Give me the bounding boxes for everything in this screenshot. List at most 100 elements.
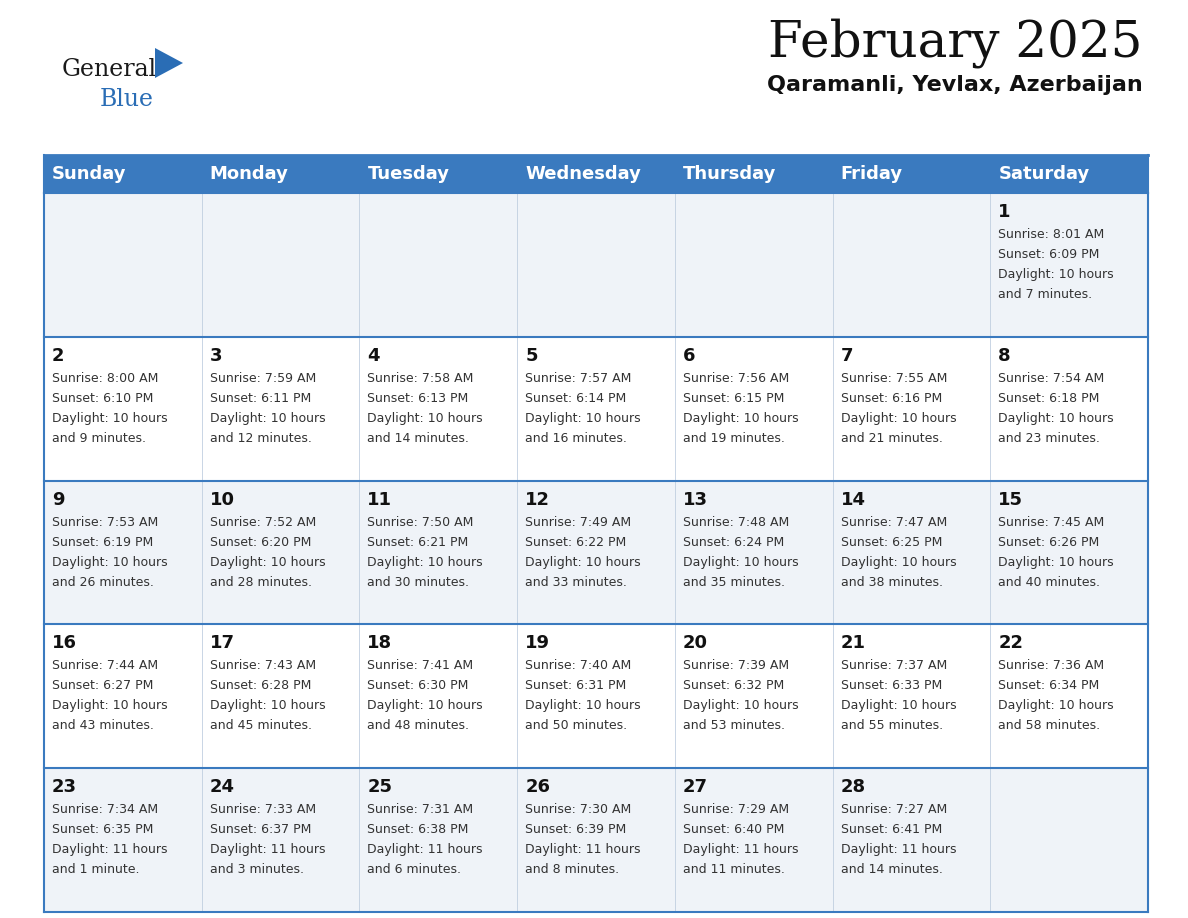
Text: Daylight: 10 hours: Daylight: 10 hours [367, 555, 484, 568]
Text: Daylight: 10 hours: Daylight: 10 hours [998, 555, 1114, 568]
Text: Sunrise: 7:27 AM: Sunrise: 7:27 AM [841, 803, 947, 816]
Text: Sunrise: 7:59 AM: Sunrise: 7:59 AM [210, 372, 316, 385]
Bar [44, 624, 1148, 768]
Text: Sunday: Sunday [52, 165, 126, 183]
Text: Sunset: 6:38 PM: Sunset: 6:38 PM [367, 823, 469, 836]
Text: and 53 minutes.: and 53 minutes. [683, 720, 785, 733]
Text: 27: 27 [683, 778, 708, 796]
Text: and 28 minutes.: and 28 minutes. [210, 576, 311, 588]
Text: Daylight: 10 hours: Daylight: 10 hours [841, 555, 956, 568]
Text: Sunrise: 7:54 AM: Sunrise: 7:54 AM [998, 372, 1105, 385]
Text: Sunset: 6:20 PM: Sunset: 6:20 PM [210, 535, 311, 549]
Text: and 48 minutes.: and 48 minutes. [367, 720, 469, 733]
Text: and 35 minutes.: and 35 minutes. [683, 576, 785, 588]
Text: Sunset: 6:32 PM: Sunset: 6:32 PM [683, 679, 784, 692]
Text: Daylight: 11 hours: Daylight: 11 hours [367, 844, 484, 856]
Text: Sunrise: 7:43 AM: Sunrise: 7:43 AM [210, 659, 316, 672]
Text: Sunset: 6:28 PM: Sunset: 6:28 PM [210, 679, 311, 692]
Text: Sunset: 6:26 PM: Sunset: 6:26 PM [998, 535, 1100, 549]
Text: Sunrise: 7:36 AM: Sunrise: 7:36 AM [998, 659, 1105, 672]
Text: and 19 minutes.: and 19 minutes. [683, 431, 785, 445]
Text: Sunrise: 7:31 AM: Sunrise: 7:31 AM [367, 803, 474, 816]
Text: 25: 25 [367, 778, 392, 796]
Text: and 40 minutes.: and 40 minutes. [998, 576, 1100, 588]
Text: Sunset: 6:14 PM: Sunset: 6:14 PM [525, 392, 626, 405]
Text: 21: 21 [841, 634, 866, 653]
Text: and 50 minutes.: and 50 minutes. [525, 720, 627, 733]
Text: Daylight: 10 hours: Daylight: 10 hours [998, 700, 1114, 712]
Text: Sunrise: 7:39 AM: Sunrise: 7:39 AM [683, 659, 789, 672]
Text: 24: 24 [210, 778, 235, 796]
Text: Sunset: 6:15 PM: Sunset: 6:15 PM [683, 392, 784, 405]
Text: Sunrise: 7:56 AM: Sunrise: 7:56 AM [683, 372, 789, 385]
Text: Sunset: 6:19 PM: Sunset: 6:19 PM [52, 535, 153, 549]
Text: and 38 minutes.: and 38 minutes. [841, 576, 942, 588]
Text: and 26 minutes.: and 26 minutes. [52, 576, 154, 588]
Text: Sunset: 6:18 PM: Sunset: 6:18 PM [998, 392, 1100, 405]
Text: and 16 minutes.: and 16 minutes. [525, 431, 627, 445]
Text: Sunrise: 7:44 AM: Sunrise: 7:44 AM [52, 659, 158, 672]
Text: 18: 18 [367, 634, 392, 653]
Text: Sunrise: 7:45 AM: Sunrise: 7:45 AM [998, 516, 1105, 529]
Text: Daylight: 10 hours: Daylight: 10 hours [52, 700, 168, 712]
Text: Sunset: 6:41 PM: Sunset: 6:41 PM [841, 823, 942, 836]
Bar [44, 155, 1148, 193]
Text: Daylight: 11 hours: Daylight: 11 hours [841, 844, 956, 856]
Text: and 7 minutes.: and 7 minutes. [998, 288, 1093, 301]
Polygon shape [154, 48, 183, 78]
Text: February 2025: February 2025 [769, 18, 1143, 68]
Text: 8: 8 [998, 347, 1011, 364]
Text: 23: 23 [52, 778, 77, 796]
Text: 2: 2 [52, 347, 64, 364]
Text: and 21 minutes.: and 21 minutes. [841, 431, 942, 445]
Text: Daylight: 10 hours: Daylight: 10 hours [998, 412, 1114, 425]
Text: Sunset: 6:31 PM: Sunset: 6:31 PM [525, 679, 626, 692]
Text: 11: 11 [367, 490, 392, 509]
Text: Saturday: Saturday [998, 165, 1089, 183]
Text: and 14 minutes.: and 14 minutes. [367, 431, 469, 445]
Text: 12: 12 [525, 490, 550, 509]
Text: Sunrise: 7:52 AM: Sunrise: 7:52 AM [210, 516, 316, 529]
Text: Sunrise: 7:53 AM: Sunrise: 7:53 AM [52, 516, 158, 529]
Text: Daylight: 10 hours: Daylight: 10 hours [525, 555, 640, 568]
Text: Sunset: 6:10 PM: Sunset: 6:10 PM [52, 392, 153, 405]
Text: Daylight: 10 hours: Daylight: 10 hours [841, 700, 956, 712]
Bar [44, 337, 1148, 481]
Text: Sunset: 6:25 PM: Sunset: 6:25 PM [841, 535, 942, 549]
Text: Monday: Monday [210, 165, 289, 183]
Text: Sunrise: 7:40 AM: Sunrise: 7:40 AM [525, 659, 631, 672]
Bar [44, 193, 1148, 337]
Text: Daylight: 10 hours: Daylight: 10 hours [683, 555, 798, 568]
Text: Sunrise: 7:29 AM: Sunrise: 7:29 AM [683, 803, 789, 816]
Text: Daylight: 11 hours: Daylight: 11 hours [525, 844, 640, 856]
Text: 14: 14 [841, 490, 866, 509]
Text: and 1 minute.: and 1 minute. [52, 863, 139, 876]
Text: 4: 4 [367, 347, 380, 364]
Text: and 43 minutes.: and 43 minutes. [52, 720, 154, 733]
Text: Blue: Blue [100, 88, 154, 111]
Text: and 30 minutes.: and 30 minutes. [367, 576, 469, 588]
Text: and 23 minutes.: and 23 minutes. [998, 431, 1100, 445]
Text: Sunrise: 7:33 AM: Sunrise: 7:33 AM [210, 803, 316, 816]
Text: Wednesday: Wednesday [525, 165, 642, 183]
Text: Sunset: 6:13 PM: Sunset: 6:13 PM [367, 392, 469, 405]
Text: Daylight: 10 hours: Daylight: 10 hours [367, 412, 484, 425]
Text: 15: 15 [998, 490, 1023, 509]
Text: Thursday: Thursday [683, 165, 776, 183]
Text: 16: 16 [52, 634, 77, 653]
Text: Sunset: 6:21 PM: Sunset: 6:21 PM [367, 535, 469, 549]
Text: 5: 5 [525, 347, 538, 364]
Text: Sunset: 6:16 PM: Sunset: 6:16 PM [841, 392, 942, 405]
Text: Sunset: 6:22 PM: Sunset: 6:22 PM [525, 535, 626, 549]
Text: Daylight: 11 hours: Daylight: 11 hours [52, 844, 168, 856]
Text: Daylight: 10 hours: Daylight: 10 hours [367, 700, 484, 712]
Text: Sunrise: 7:58 AM: Sunrise: 7:58 AM [367, 372, 474, 385]
Text: 7: 7 [841, 347, 853, 364]
Text: 10: 10 [210, 490, 235, 509]
Text: Sunrise: 7:49 AM: Sunrise: 7:49 AM [525, 516, 631, 529]
Text: Daylight: 10 hours: Daylight: 10 hours [210, 700, 326, 712]
Text: Sunrise: 8:01 AM: Sunrise: 8:01 AM [998, 228, 1105, 241]
Text: 20: 20 [683, 634, 708, 653]
Text: Sunrise: 7:37 AM: Sunrise: 7:37 AM [841, 659, 947, 672]
Text: Sunrise: 8:00 AM: Sunrise: 8:00 AM [52, 372, 158, 385]
